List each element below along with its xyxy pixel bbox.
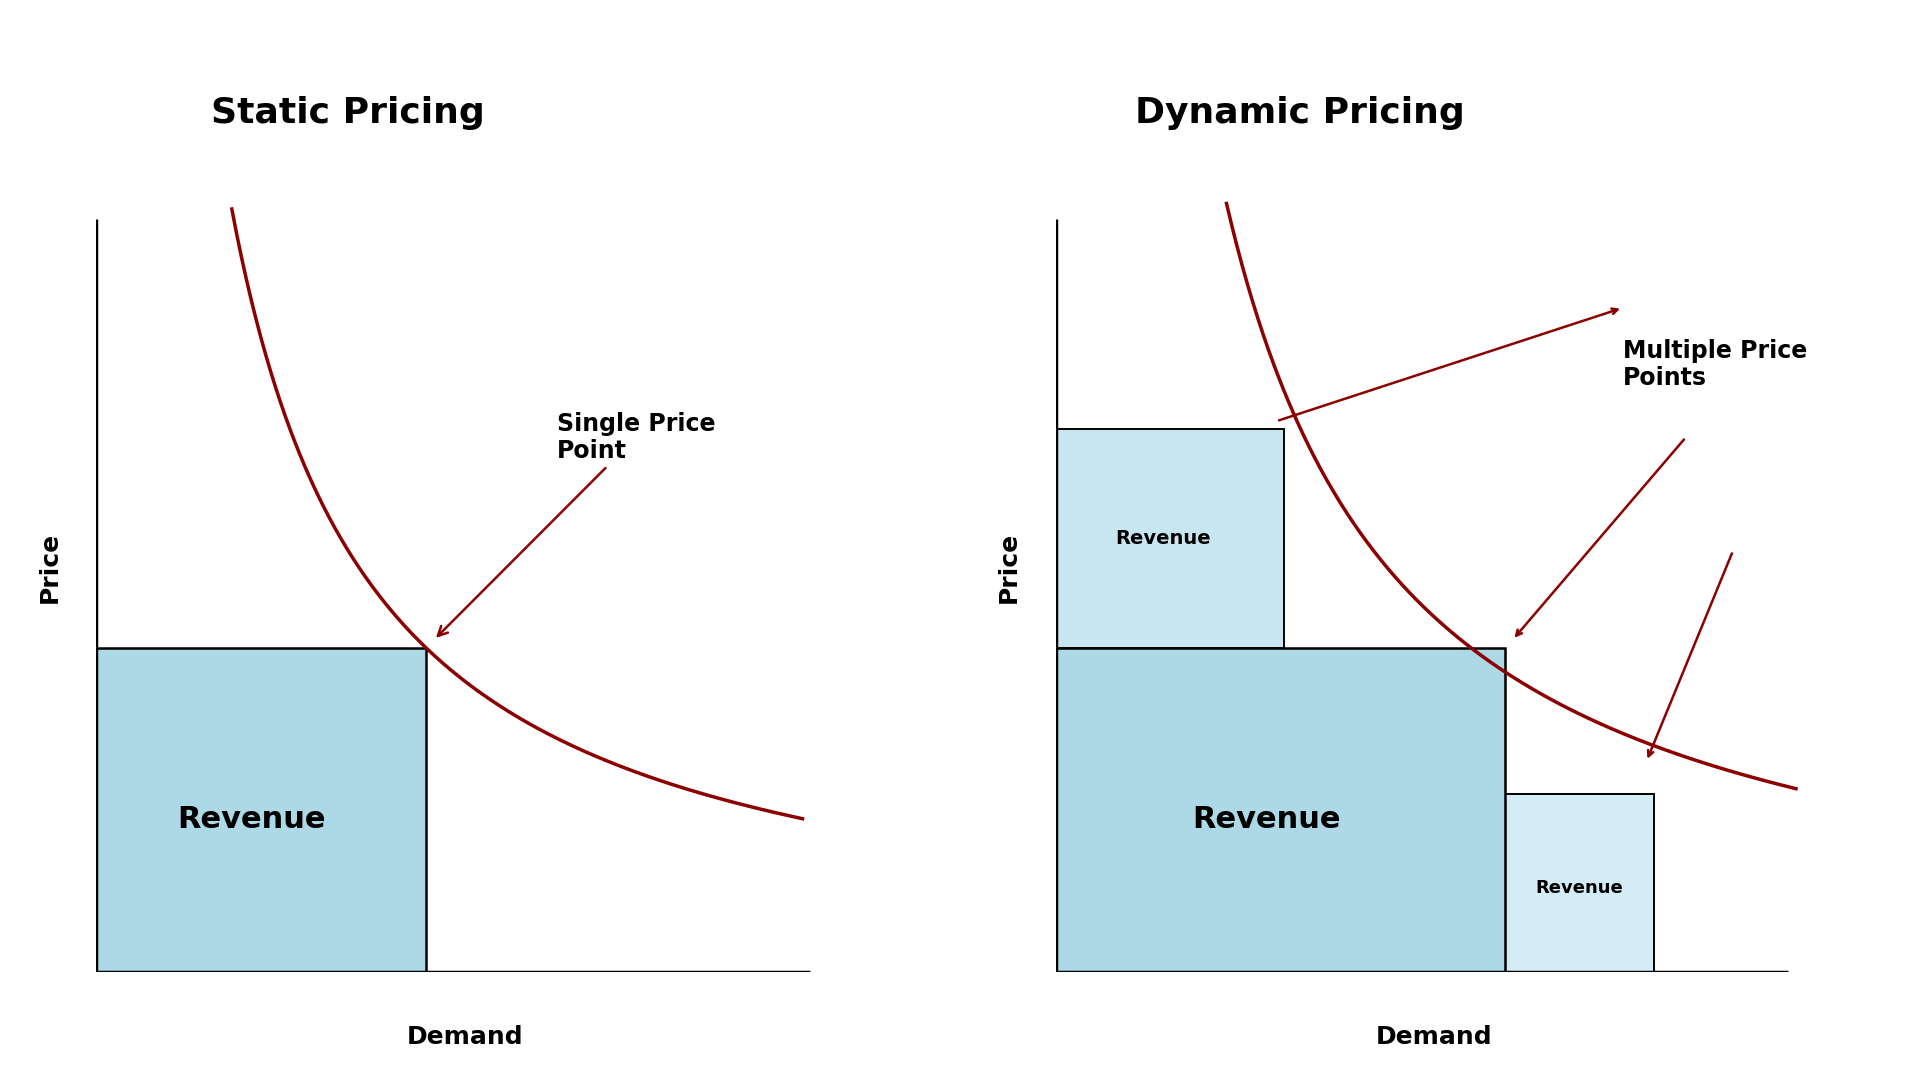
Text: Static Pricing: Static Pricing <box>211 96 486 130</box>
Text: Single Price
Point: Single Price Point <box>438 411 716 636</box>
Bar <box>1505 794 1655 972</box>
Bar <box>1056 648 1505 972</box>
Text: Revenue: Revenue <box>1192 806 1342 834</box>
Text: Revenue: Revenue <box>1116 529 1212 549</box>
Text: Price: Price <box>38 531 61 603</box>
Text: Dynamic Pricing: Dynamic Pricing <box>1135 96 1465 130</box>
Text: Revenue: Revenue <box>177 806 326 834</box>
Text: Multiple Price
Points: Multiple Price Points <box>1622 339 1807 390</box>
Text: Revenue: Revenue <box>1536 879 1624 897</box>
Text: Demand: Demand <box>407 1025 522 1049</box>
Bar <box>1056 429 1284 648</box>
Bar <box>96 648 426 972</box>
Text: Demand: Demand <box>1375 1025 1492 1049</box>
Text: Price: Price <box>996 531 1021 603</box>
